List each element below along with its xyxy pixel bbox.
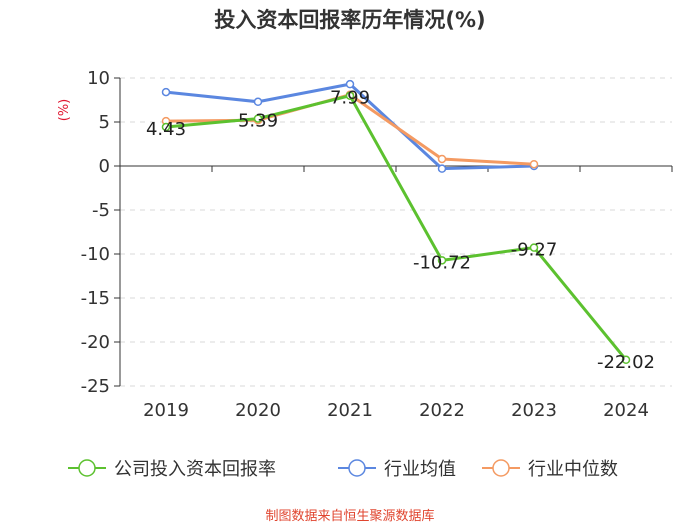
legend-marker	[492, 459, 510, 477]
data-label: -10.72	[413, 252, 471, 273]
y-tick-label: 5	[99, 112, 110, 133]
data-point	[529, 243, 539, 252]
series-lines	[161, 79, 631, 365]
data-point	[253, 97, 263, 107]
legend: 公司投入资本回报率 行业均值 行业中位数	[68, 459, 618, 480]
data-point	[253, 114, 263, 123]
data-label: -9.27	[511, 240, 558, 261]
data-label: 5.39	[238, 111, 278, 132]
legend-label: 公司投入资本回报率	[114, 459, 276, 480]
data-point	[529, 159, 539, 169]
data-label: 7.99	[330, 88, 370, 109]
axes: 10 5 0 -5 -10 -15 -20 -25 2019 2020 2021 2022 2023 20…	[57, 68, 673, 421]
y-tick-label: 10	[87, 68, 110, 89]
legend-marker	[348, 459, 366, 477]
data-point	[437, 154, 447, 164]
x-tick-label: 2023	[511, 400, 557, 421]
y-tick-label: -25	[81, 376, 110, 397]
data-point	[621, 355, 631, 365]
data-label: 4.43	[146, 119, 186, 140]
x-tick-label: 2019	[143, 400, 189, 421]
source-footer: 制图数据来自恒生聚源数据库	[265, 509, 435, 524]
data-label: -22.02	[597, 352, 655, 373]
y-tick-label: -5	[92, 200, 110, 221]
data-labels: 4.43 5.39 7.99 -10.72 -9.27 -22.02	[146, 88, 655, 373]
data-point	[345, 91, 355, 100]
x-tick-label: 2020	[235, 400, 281, 421]
data-point	[437, 256, 447, 265]
y-tick-label: -10	[81, 244, 110, 265]
x-tick-label: 2024	[603, 400, 649, 421]
y-tick-label: 0	[99, 156, 110, 177]
data-point	[161, 87, 171, 97]
data-point	[437, 164, 447, 173]
data-point	[161, 122, 171, 132]
x-tick-label: 2022	[419, 400, 465, 421]
legend-label: 行业均值	[384, 459, 456, 480]
y-axis-label: (%)	[57, 99, 72, 122]
y-tick-label: -20	[81, 332, 110, 353]
chart-title: 投入资本回报率历年情况(%)	[214, 8, 486, 32]
legend-marker	[78, 459, 96, 477]
y-tick-label: -15	[81, 288, 110, 309]
x-tick-label: 2021	[327, 400, 373, 421]
series-line	[165, 94, 628, 361]
data-point	[345, 79, 355, 89]
legend-label: 行业中位数	[528, 459, 618, 480]
